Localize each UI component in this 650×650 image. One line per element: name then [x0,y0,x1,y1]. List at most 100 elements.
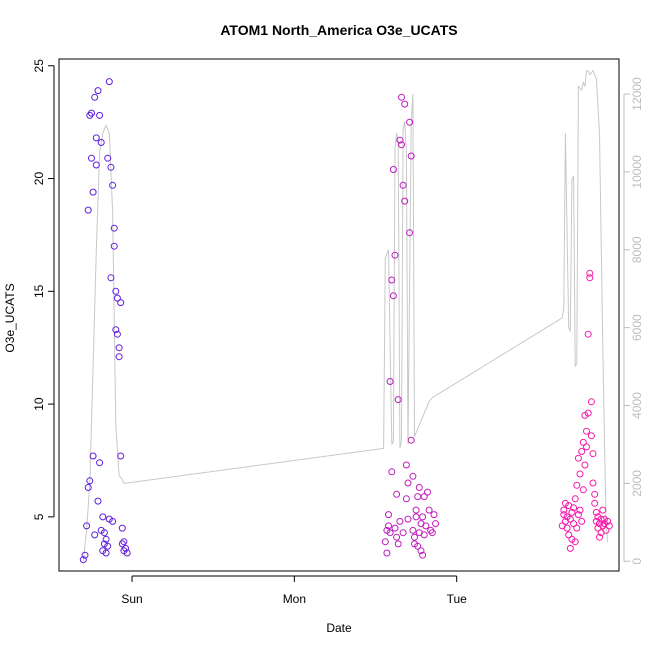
data-point [386,529,394,537]
data-point [570,504,578,512]
scatter-points-layer [79,78,613,564]
data-point [96,459,104,467]
data-point [99,513,107,521]
data-point [401,100,409,108]
data-point [102,549,110,557]
secondary-line [82,69,609,562]
data-point [81,551,89,559]
data-point [100,529,108,537]
data-point [83,522,91,530]
y-axis-left: 5 10 15 20 25 [32,59,55,520]
y-tick-label: 25 [32,59,46,73]
data-point [570,520,578,528]
x-tick-label: Tue [447,592,468,606]
data-point [88,109,95,117]
data-point [586,269,594,277]
data-point [573,481,581,489]
data-point [394,540,402,548]
y2-tick-label: 10000 [630,155,644,189]
data-point [591,499,599,507]
data-point [597,515,605,523]
data-point [92,161,100,169]
data-point [420,493,428,501]
data-point [84,206,92,214]
data-point [605,522,613,530]
data-point [94,497,102,505]
data-point [399,181,407,189]
data-point [412,513,420,521]
data-point [79,556,87,564]
data-point [406,229,414,237]
y2-tick-label: 8000 [630,236,644,263]
data-point [117,299,125,307]
data-point [117,452,125,460]
data-point [381,538,389,546]
data-point [91,93,99,101]
chart-title: ATOM1 North_America O3e_UCATS [220,22,457,38]
plot-frame [58,58,620,572]
data-point [385,522,392,530]
data-point [104,542,112,550]
data-point [112,287,120,295]
data-point [118,524,126,532]
data-point [424,488,431,496]
data-point [94,87,102,95]
data-point [574,454,582,462]
data-point [398,93,405,101]
data-point [591,490,599,498]
data-point [391,524,399,532]
x-tick-label: Sun [121,592,142,606]
data-point [115,344,123,352]
data-point [88,154,95,162]
data-point [596,533,603,541]
data-point [583,427,590,435]
data-point [571,495,579,503]
data-point [386,378,394,385]
data-point [587,432,595,440]
data-point [578,517,586,525]
y-tick-label: 15 [32,284,46,298]
y-tick-label: 10 [32,397,46,411]
data-point [115,353,123,361]
data-point [579,486,587,494]
data-point [573,524,581,532]
data-point [84,484,92,491]
data-point [105,78,113,86]
data-point [560,506,568,514]
y2-tick-label: 2000 [630,470,644,497]
data-point [581,461,589,469]
y2-tick-label: 0 [630,558,644,565]
data-point [104,154,112,162]
data-point [604,517,612,525]
data-point [404,479,412,487]
data-point [391,251,399,259]
data-point [563,524,571,532]
data-point [112,326,120,334]
data-point [407,436,415,444]
data-point [110,242,118,250]
y2-tick-label: 4000 [630,392,644,419]
data-point [419,551,427,559]
data-point [578,448,586,455]
data-point [118,540,126,548]
data-point [568,508,576,516]
data-point [396,136,404,144]
data-point [89,188,97,196]
data-point [599,506,607,514]
data-point [407,152,415,160]
data-point [576,506,584,514]
data-point [589,450,597,458]
data-point [89,452,97,460]
data-point [110,224,118,232]
data-point [383,549,391,557]
y-tick-label: 20 [32,172,46,186]
data-point [120,538,128,546]
data-point [402,461,410,469]
data-point [113,330,121,338]
data-point [393,490,401,498]
data-point [393,533,401,541]
line-series-layer [82,69,609,562]
data-point [425,506,433,514]
data-point [419,513,427,521]
data-point [97,139,105,146]
